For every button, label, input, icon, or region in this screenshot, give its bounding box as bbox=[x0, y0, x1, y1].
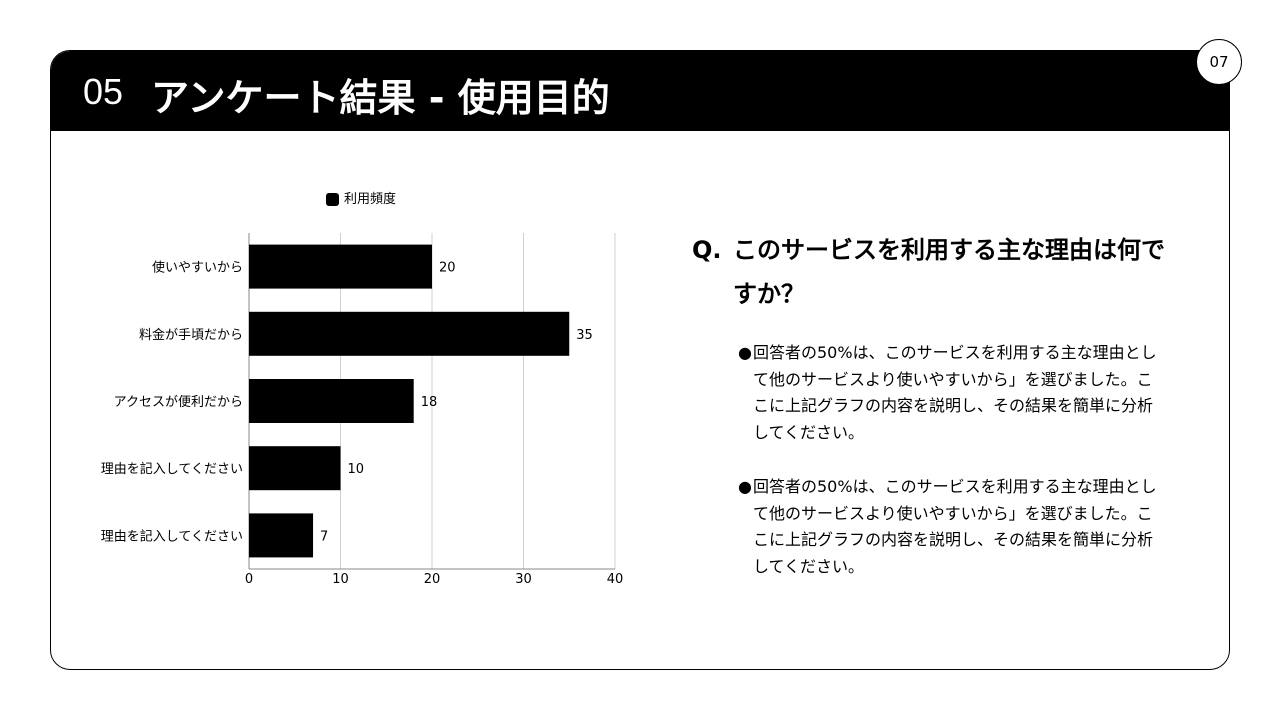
data-label: 7 bbox=[320, 529, 328, 544]
bar bbox=[249, 244, 432, 289]
slide-title: アンケート結果 - 使用目的 bbox=[151, 76, 610, 120]
data-label: 10 bbox=[348, 462, 365, 477]
bullet-icon: ● bbox=[738, 477, 752, 496]
bullet-item: ● 回答者の50%は、このサービスを利用する主な理由として他のサービスより使いや… bbox=[738, 474, 1158, 581]
question-prefix: Q. bbox=[692, 236, 722, 264]
data-label: 35 bbox=[576, 328, 593, 343]
section-number: 05 bbox=[83, 71, 124, 112]
question: Q. このサービスを利用する主な理由は何ですか？ bbox=[692, 228, 1172, 316]
y-category-label: 理由を記入してください bbox=[101, 461, 243, 477]
x-tick-label: 10 bbox=[332, 572, 349, 587]
bar bbox=[249, 379, 414, 423]
x-tick-label: 40 bbox=[607, 572, 624, 587]
data-label: 18 bbox=[421, 395, 438, 410]
bar bbox=[249, 446, 341, 491]
bullet-text: 回答者の50%は、このサービスを利用する主な理由として他のサービスより使いやすい… bbox=[753, 343, 1157, 443]
y-category-label: 料金が手頃だから bbox=[139, 327, 243, 343]
x-tick-label: 20 bbox=[424, 572, 441, 587]
bullet-icon: ● bbox=[738, 343, 752, 362]
legend-swatch bbox=[326, 193, 339, 206]
y-category-label: 理由を記入してください bbox=[101, 528, 243, 544]
bar bbox=[249, 311, 570, 356]
x-tick-label: 30 bbox=[515, 572, 532, 587]
y-category-label: アクセスが便利だから bbox=[114, 395, 243, 410]
question-text: このサービスを利用する主な理由は何ですか？ bbox=[733, 236, 1165, 308]
x-tick-label: 0 bbox=[245, 572, 253, 587]
y-category-label: 使いやすいから bbox=[152, 260, 243, 276]
data-label: 20 bbox=[439, 261, 456, 276]
slide-header: 05 アンケート結果 - 使用目的 bbox=[51, 51, 1229, 131]
bar bbox=[249, 513, 314, 558]
bullet-text: 回答者の50%は、このサービスを利用する主な理由として他のサービスより使いやすい… bbox=[753, 477, 1157, 577]
page-number-badge: 07 bbox=[1196, 39, 1242, 85]
slide-card: 05 アンケート結果 - 使用目的 bbox=[50, 50, 1230, 670]
legend-label: 利用頻度 bbox=[344, 191, 396, 207]
bullet-item: ● 回答者の50%は、このサービスを利用する主な理由として他のサービスより使いや… bbox=[738, 340, 1158, 447]
